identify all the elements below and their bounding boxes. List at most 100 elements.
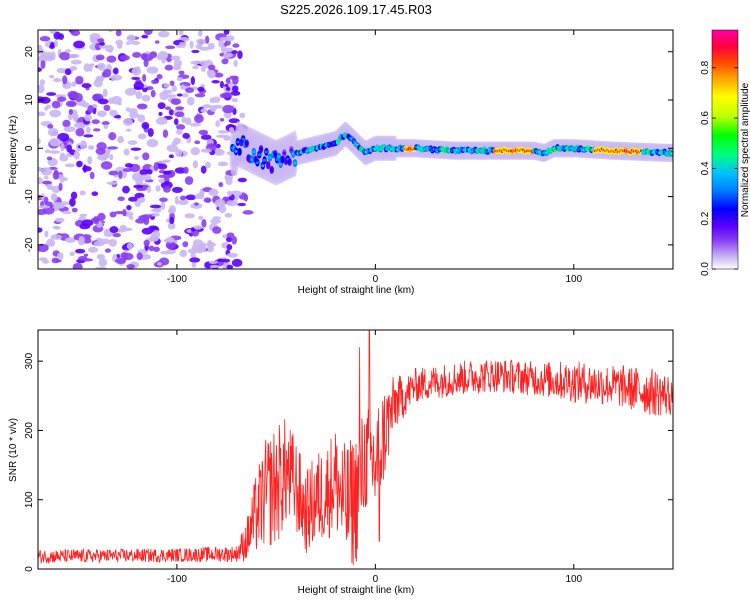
noise-cell — [191, 49, 200, 54]
noise-cell — [141, 227, 153, 235]
noise-cell — [218, 181, 224, 188]
noise-cell — [125, 107, 131, 112]
noise-cell — [48, 74, 55, 79]
noise-cell — [156, 262, 163, 266]
noise-cell — [158, 111, 163, 117]
noise-cell — [89, 32, 101, 40]
noise-cell — [68, 54, 80, 59]
noise-cell — [76, 160, 83, 168]
noise-cell — [108, 97, 114, 104]
colorbar-label: Normalized spectral amplitude — [740, 82, 750, 217]
ridge-core — [291, 152, 295, 156]
noise-cell — [170, 98, 182, 105]
noise-cell — [38, 67, 42, 73]
noise-cell — [190, 147, 200, 156]
noise-cell — [146, 66, 159, 74]
ridge-core — [670, 152, 673, 156]
noise-cell — [133, 184, 144, 189]
noise-cell — [40, 167, 53, 176]
ridge-core — [259, 147, 263, 151]
noise-cell — [174, 167, 187, 174]
noise-cell — [38, 177, 43, 185]
noise-cell — [229, 75, 239, 80]
ridge-core — [261, 164, 265, 168]
noise-cell — [130, 40, 141, 46]
noise-cell — [144, 30, 153, 36]
noise-cell — [64, 68, 72, 76]
noise-cell — [164, 64, 173, 71]
noise-cell — [128, 215, 134, 220]
noise-cell — [164, 106, 172, 111]
colorbar: 0.0 0.2 0.4 0.6 0.8 Normalized spectral ampl… — [700, 29, 750, 276]
noise-cell — [43, 196, 49, 205]
noise-cell — [118, 170, 123, 180]
noise-cell — [167, 208, 175, 214]
noise-cell — [219, 80, 224, 89]
noise-cell — [53, 40, 59, 48]
noise-cell — [221, 258, 231, 263]
snr-panel: -100 0 100 0 100 200 300 Height of straight li… — [8, 329, 674, 596]
noise-cell — [150, 89, 156, 98]
noise-cell — [112, 233, 121, 238]
noise-cell — [190, 60, 201, 65]
noise-cell — [169, 216, 175, 225]
noise-cell — [224, 174, 231, 181]
noise-cell — [98, 258, 108, 267]
noise-cell — [200, 108, 208, 113]
ridge-core — [245, 142, 249, 146]
noise-cell — [91, 119, 100, 125]
noise-cell — [178, 70, 185, 75]
noise-cell — [64, 237, 77, 243]
noise-cell — [208, 188, 219, 197]
noise-cell — [72, 262, 83, 269]
noise-cell — [92, 216, 100, 225]
noise-cell — [191, 262, 197, 268]
noise-cell — [122, 168, 133, 172]
noise-cell — [137, 114, 146, 123]
noise-cell — [141, 34, 149, 39]
noise-cell — [59, 51, 71, 61]
noise-cell — [38, 111, 46, 117]
noise-cell — [182, 132, 190, 139]
noise-cell — [126, 128, 132, 132]
noise-cell — [49, 30, 57, 35]
noise-cell — [194, 193, 205, 200]
noise-cell — [77, 239, 85, 246]
noise-cell — [103, 104, 111, 111]
ridge-core — [236, 140, 240, 144]
noise-cell — [209, 97, 215, 104]
noise-cell — [222, 234, 227, 239]
noise-cell — [182, 241, 189, 248]
noise-cell — [136, 252, 143, 260]
noise-cell — [214, 147, 221, 156]
noise-cell — [135, 91, 143, 100]
noise-cell — [38, 205, 51, 209]
noise-cell — [74, 248, 86, 254]
noise-cell — [74, 122, 85, 129]
ridge-core — [264, 150, 269, 154]
ridge-core — [263, 158, 267, 162]
noise-cell — [200, 165, 207, 174]
noise-cell — [39, 36, 51, 42]
noise-cell — [127, 140, 138, 145]
noise-cell — [184, 176, 194, 185]
noise-cell — [83, 134, 94, 138]
noise-cell — [155, 185, 161, 192]
ridge-core — [280, 158, 285, 162]
noise-cell — [141, 94, 151, 102]
noise-cell — [46, 92, 57, 96]
noise-cell — [44, 230, 49, 238]
noise-cell — [38, 166, 42, 172]
ridge-core — [238, 150, 242, 154]
noise-cell — [218, 204, 227, 214]
noise-cell — [109, 153, 114, 161]
noise-cell — [158, 30, 170, 38]
noise-cell — [192, 160, 199, 169]
noise-cell — [225, 86, 231, 92]
noise-cell — [157, 160, 168, 164]
noise-cell — [208, 260, 218, 264]
noise-cell — [123, 148, 130, 156]
noise-cell — [239, 112, 246, 119]
spectrogram-ylabel: Frequency (Hz) — [8, 116, 19, 185]
